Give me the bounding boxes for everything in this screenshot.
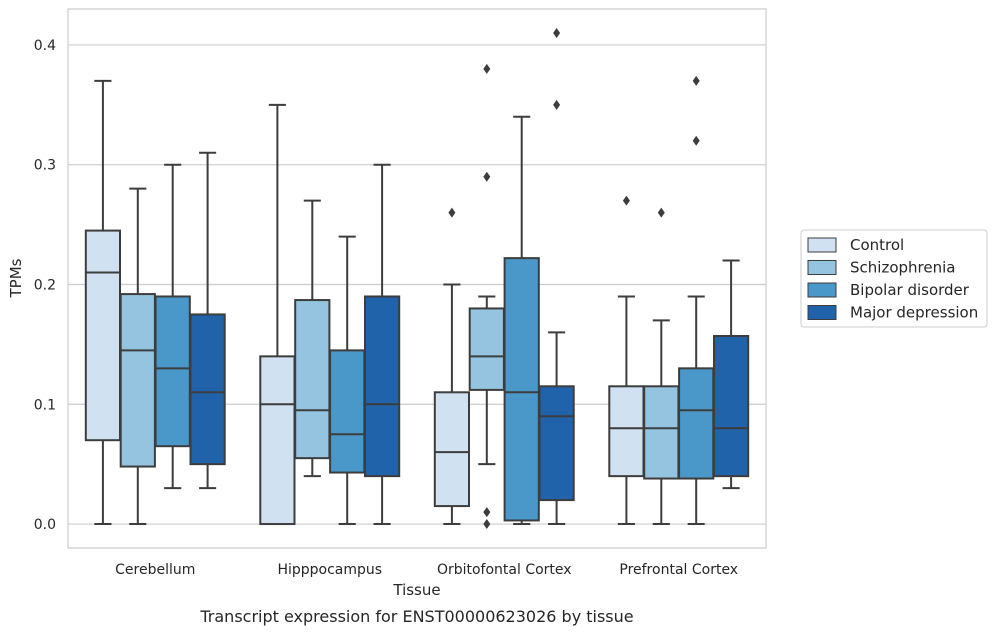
legend-swatch: [807, 237, 837, 253]
box-group: [503, 115, 540, 526]
outlier-point: [483, 63, 491, 74]
box: [259, 355, 296, 526]
outlier-point: [448, 207, 456, 218]
box-group: [189, 151, 226, 490]
box: [712, 334, 750, 478]
box-group: [119, 187, 156, 526]
outlier-point: [657, 207, 665, 218]
x-tick-label: Cerebellum: [115, 562, 195, 578]
y-tick-label: 0.3: [34, 158, 56, 174]
outlier-point: [692, 75, 700, 86]
box-group: [84, 79, 122, 526]
outlier-point: [622, 195, 630, 206]
x-tick-label: Orbitofontal Cortex: [437, 562, 572, 578]
legend-swatch: [807, 282, 837, 298]
outlier-point: [483, 171, 491, 182]
box-series-layer: [84, 27, 750, 530]
y-axis-ticks: 0.0 0.1 0.2 0.3 0.4: [34, 38, 56, 533]
box: [678, 367, 715, 480]
box-group: [643, 207, 680, 526]
box-group: [329, 235, 366, 526]
x-tick-label: Hipppocampus: [277, 562, 382, 578]
legend-label: Control: [850, 236, 904, 254]
box: [468, 307, 505, 391]
x-tick-label: Prefrontal Cortex: [619, 562, 738, 578]
box-group: [433, 207, 471, 526]
outlier-point: [483, 507, 491, 518]
box: [433, 391, 471, 508]
outlier-point: [483, 519, 491, 530]
legend-swatch: [807, 305, 837, 320]
box: [84, 229, 122, 442]
y-tick-label: 0.4: [34, 38, 56, 54]
box: [154, 295, 191, 448]
chart-caption: Transcript expression for ENST0000062302…: [199, 607, 633, 626]
box: [294, 299, 331, 460]
box-group: [259, 103, 296, 526]
outlier-point: [692, 135, 700, 146]
box-group: [294, 199, 331, 478]
box-group: [678, 75, 715, 526]
box: [329, 349, 366, 474]
box-group: [363, 163, 401, 526]
x-axis-ticks: Cerebellum Hipppocampus Orbitofontal Corte…: [115, 562, 738, 578]
outlier-point: [553, 99, 561, 110]
outlier-point: [553, 27, 561, 38]
y-tick-label: 0.0: [34, 517, 56, 533]
box: [538, 385, 575, 502]
box: [608, 385, 645, 478]
box: [189, 313, 226, 466]
legend-label: Major depression: [850, 304, 978, 322]
box-group: [468, 63, 505, 530]
box: [503, 257, 540, 522]
legend-label: Schizophrenia: [850, 259, 955, 277]
legend-items: Control Schizophrenia Bipolar disorder Majo…: [807, 236, 978, 322]
plot-area-frame: [67, 8, 767, 549]
y-tick-label: 0.2: [34, 277, 56, 293]
box-group: [608, 195, 645, 526]
box: [119, 293, 156, 468]
legend-label: Bipolar disorder: [850, 281, 970, 299]
box: [643, 385, 680, 480]
box: [363, 295, 401, 478]
legend: Control Schizophrenia Bipolar disorder Majo…: [800, 229, 988, 328]
legend-swatch: [807, 260, 837, 275]
x-axis-title: Tissue: [392, 581, 440, 599]
y-tick-label: 0.1: [34, 397, 56, 413]
box-group: [712, 259, 750, 490]
legend-frame: [800, 229, 988, 328]
box-group: [538, 27, 575, 526]
box-group: [154, 163, 191, 490]
y-axis-title: TPMs: [7, 258, 25, 298]
